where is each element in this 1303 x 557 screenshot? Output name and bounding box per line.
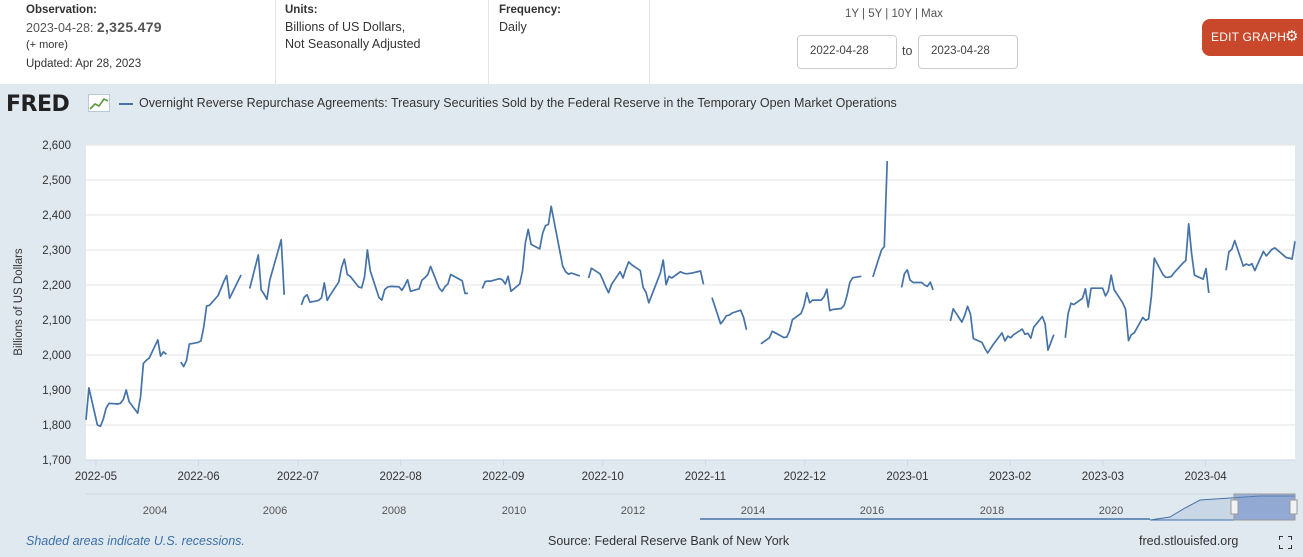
navigator-year-label: 2008 [382, 505, 406, 517]
observation-value: 2,325.479 [96, 19, 162, 35]
fullscreen-icon[interactable] [1279, 536, 1292, 549]
navigator-year-label: 2010 [502, 505, 526, 517]
range-5y[interactable]: 5Y [868, 8, 883, 20]
series-segment [949, 305, 1055, 354]
y-tick-label: 2,400 [42, 210, 71, 222]
y-tick-label: 1,700 [42, 455, 71, 467]
fred-logo: FRED [6, 92, 70, 117]
x-tick-label: 2022-08 [380, 471, 422, 483]
source-text: Source: Federal Reserve Bank of New York [548, 534, 790, 548]
units-label: Units: [285, 4, 318, 16]
x-tick-label: 2022-05 [75, 471, 117, 483]
x-tick-label: 2022-07 [277, 471, 319, 483]
x-tick-label: 2022-12 [784, 471, 826, 483]
y-tick-label: 2,600 [42, 140, 71, 152]
y-tick-label: 2,200 [42, 280, 71, 292]
units-block: Units: Billions of US Dollars, Not Seaso… [276, 0, 489, 84]
series-segment [587, 259, 705, 304]
date-to-label: to [902, 44, 913, 58]
start-date-input[interactable]: 2022-04-28 [797, 35, 897, 69]
navigator-year-label: 2014 [741, 505, 765, 517]
y-tick-label: 2,000 [42, 350, 71, 362]
x-tick-label: 2022-10 [582, 471, 624, 483]
edit-graph-button[interactable]: EDIT GRAPH ⚙ [1202, 19, 1303, 56]
y-tick-label: 1,800 [42, 420, 71, 432]
navigator-year-label: 2004 [143, 505, 167, 517]
header-bar: Observation: 2023-04-28: 2,325.479 (+ mo… [0, 0, 1303, 84]
x-tick-label: 2023-02 [989, 471, 1031, 483]
series-segment [180, 274, 242, 368]
frequency-label: Frequency: [499, 4, 561, 16]
fred-logo-chart-icon [88, 94, 110, 112]
updated-text: Updated: Apr 28, 2023 [26, 58, 142, 70]
site-link[interactable]: fred.stlouisfed.org [1139, 534, 1239, 548]
x-tick-label: 2022-09 [482, 471, 524, 483]
x-tick-label: 2022-06 [178, 471, 220, 483]
range-max[interactable]: Max [921, 8, 943, 20]
series-line [85, 161, 1296, 428]
plot-area [86, 145, 1295, 460]
navigator-year-label: 2006 [263, 505, 287, 517]
series-segment [248, 238, 286, 301]
series-segment [900, 269, 934, 291]
navigator-selection[interactable] [1233, 493, 1296, 521]
navigator-year-label: 2020 [1099, 505, 1123, 517]
series-segment [760, 275, 862, 345]
series-segment [711, 297, 748, 330]
y-tick-label: 2,500 [42, 175, 71, 187]
x-tick-label: 2023-03 [1082, 471, 1124, 483]
units-line2: Not Seasonally Adjusted [285, 37, 421, 51]
range-1y[interactable]: 1Y [845, 8, 859, 20]
navigator-year-label: 2012 [621, 505, 645, 517]
y-tick-label: 2,300 [42, 245, 71, 257]
y-tick-label: 2,100 [42, 315, 71, 327]
x-tick-label: 2022-11 [685, 471, 726, 483]
series-segment [481, 205, 581, 293]
x-tick-label: 2023-01 [886, 471, 928, 483]
observation-block: Observation: 2023-04-28: 2,325.479 (+ mo… [0, 0, 276, 84]
navigator-handle[interactable] [1289, 499, 1298, 515]
series-segment [872, 161, 889, 278]
end-date-input[interactable]: 2023-04-28 [918, 35, 1018, 69]
series-segment [1225, 239, 1296, 272]
y-tick-label: 1,900 [42, 385, 71, 397]
x-axis: 2022-05 2022-06 2022-07 2022-08 2022-09 2022-… [75, 459, 1295, 483]
edit-graph-label: EDIT GRAPH [1211, 30, 1287, 44]
frequency-value: Daily [499, 20, 527, 34]
range-10y[interactable]: 10Y [891, 8, 912, 20]
navigator-year-label: 2016 [860, 505, 884, 517]
legend-line-swatch [119, 103, 133, 105]
observation-date: 2023-04-28: [26, 21, 94, 35]
navigator-handle[interactable] [1230, 499, 1239, 515]
units-line1: Billions of US Dollars, [285, 20, 406, 34]
more-link[interactable]: (+ more) [26, 39, 68, 51]
navigator[interactable]: 2004 2006 2008 2010 2012 2014 2016 2018 2020 [86, 493, 1298, 521]
observation-label: Observation: [26, 4, 97, 16]
chart: 1,700 1,800 1,900 2,000 2,100 2,200 2,300 2,400… [13, 140, 1298, 521]
gear-icon: ⚙ [1285, 28, 1299, 45]
recession-note: Shaded areas indicate U.S. recessions. [26, 534, 245, 548]
x-tick-label: 2023-04 [1184, 471, 1227, 483]
y-axis-label: Billions of US Dollars [13, 248, 25, 356]
series-segment [85, 339, 167, 428]
navigator-year-label: 2018 [980, 505, 1004, 517]
series-segment [300, 249, 468, 306]
range-selector: 1Y | 5Y | 10Y | Max [845, 8, 943, 20]
frequency-block: Frequency: Daily [489, 0, 650, 84]
series-segment [1064, 222, 1210, 342]
y-axis: 1,700 1,800 1,900 2,000 2,100 2,200 2,300 2,400… [42, 140, 71, 467]
series-title: Overnight Reverse Repurchase Agreements:… [139, 96, 897, 110]
